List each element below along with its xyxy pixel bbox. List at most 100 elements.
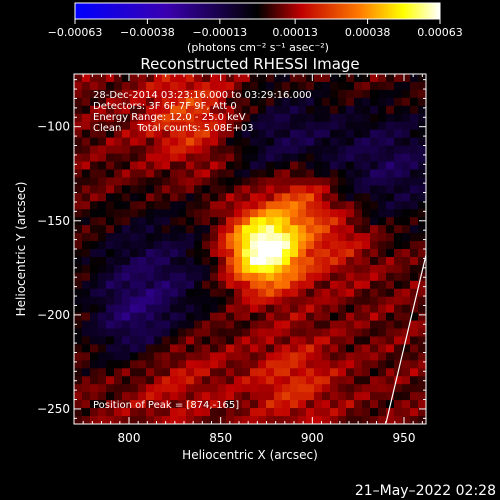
heatmap-cell — [226, 137, 235, 147]
heatmap-cell — [298, 201, 307, 210]
heatmap-cell — [162, 249, 171, 258]
heatmap-cell — [322, 272, 331, 282]
heatmap-cell — [258, 185, 267, 194]
heatmap-cell — [234, 336, 243, 346]
heatmap-cell — [354, 384, 363, 393]
heatmap-cell — [330, 320, 339, 330]
heatmap-cell — [74, 201, 83, 210]
heatmap-cell — [418, 89, 426, 99]
heatmap-cell — [402, 201, 411, 210]
heatmap-cell — [170, 74, 179, 83]
heatmap-cell — [194, 400, 203, 409]
heatmap-cell — [322, 280, 331, 290]
heatmap-cell — [258, 81, 267, 91]
heatmap-cell — [210, 217, 219, 226]
heatmap-cell — [146, 352, 155, 361]
heatmap-cell — [242, 256, 251, 266]
heatmap-cell — [266, 360, 275, 369]
heatmap-cell — [130, 169, 139, 179]
heatmap-cell — [338, 185, 347, 194]
heatmap-cell — [210, 121, 219, 131]
x-tick-label: 850 — [209, 431, 232, 445]
heatmap-cell — [362, 145, 371, 155]
heatmap-cell — [362, 368, 371, 377]
heatmap-cell — [130, 105, 139, 115]
heatmap-cell — [306, 105, 315, 115]
heatmap-cell — [322, 304, 331, 314]
heatmap-cell — [130, 201, 139, 210]
heatmap-cell — [378, 241, 387, 250]
heatmap-cell — [154, 217, 163, 226]
heatmap-cell — [218, 256, 227, 266]
heatmap-cell — [186, 137, 195, 147]
heatmap-cell — [378, 312, 387, 322]
heatmap-cell — [258, 201, 267, 210]
heatmap-cell — [154, 304, 163, 314]
heatmap-cell — [378, 408, 387, 417]
heatmap-cell — [394, 153, 403, 163]
heatmap-cell — [418, 288, 426, 298]
heatmap-cell — [74, 209, 83, 218]
heatmap-cell — [234, 416, 243, 424]
colorbar-unit-label: (photons cm⁻² s⁻¹ asec⁻²) — [187, 41, 329, 54]
heatmap-cell — [74, 384, 83, 393]
heatmap-cell — [74, 153, 83, 163]
heatmap-cell — [258, 416, 267, 424]
heatmap-cell — [162, 256, 171, 266]
heatmap-cell — [378, 185, 387, 194]
heatmap-cell — [162, 137, 171, 147]
heatmap-cell — [178, 416, 187, 424]
heatmap-cell — [122, 352, 131, 361]
heatmap-cell — [170, 153, 179, 163]
heatmap-cell — [394, 328, 403, 338]
heatmap-cell — [410, 225, 419, 234]
heatmap-cell — [354, 328, 363, 338]
heatmap-cell — [170, 336, 179, 346]
heatmap-cell — [250, 384, 259, 393]
heatmap-cell — [250, 408, 259, 417]
heatmap-cell — [98, 217, 107, 226]
heatmap-cell — [290, 169, 299, 179]
heatmap-cell — [418, 360, 426, 369]
heatmap-cell — [394, 145, 403, 155]
heatmap-cell — [290, 304, 299, 314]
heatmap-cell — [146, 304, 155, 314]
heatmap-cell — [330, 304, 339, 314]
heatmap-cell — [186, 241, 195, 250]
heatmap-cell — [306, 312, 315, 322]
heatmap-cell — [234, 193, 243, 202]
heatmap-cell — [282, 328, 291, 338]
heatmap-cell — [170, 249, 179, 258]
heatmap-cell — [266, 272, 275, 282]
heatmap-cell — [82, 256, 91, 266]
heatmap-cell — [122, 217, 131, 226]
heatmap-cell — [218, 392, 227, 401]
heatmap-cell — [290, 193, 299, 202]
heatmap-cell — [330, 81, 339, 91]
heatmap-cell — [114, 217, 123, 226]
heatmap-cell — [410, 193, 419, 202]
heatmap-cell — [394, 249, 403, 258]
heatmap-cell — [330, 256, 339, 266]
heatmap-cell — [394, 408, 403, 417]
heatmap-cell — [162, 376, 171, 385]
heatmap-cell — [218, 81, 227, 91]
heatmap-cell — [346, 400, 355, 409]
heatmap-cell — [290, 312, 299, 322]
heatmap-cell — [74, 217, 83, 226]
heatmap-cell — [386, 368, 395, 377]
heatmap-cell — [106, 328, 115, 338]
heatmap-cell — [98, 288, 107, 298]
heatmap-cell — [74, 185, 83, 194]
heatmap-cell — [154, 169, 163, 179]
heatmap-cell — [234, 113, 243, 123]
heatmap-cell — [258, 344, 267, 354]
heatmap-cell — [314, 153, 323, 163]
heatmap-cell — [82, 241, 91, 250]
heatmap-cell — [210, 177, 219, 186]
heatmap-cell — [210, 169, 219, 179]
heatmap-cell — [90, 392, 99, 401]
heatmap-cell — [114, 169, 123, 179]
heatmap-cell — [314, 185, 323, 194]
heatmap-cell — [322, 185, 331, 194]
